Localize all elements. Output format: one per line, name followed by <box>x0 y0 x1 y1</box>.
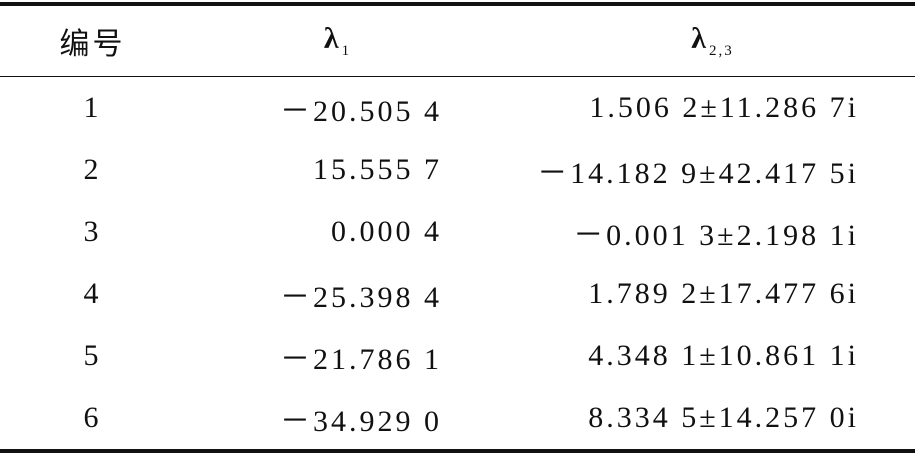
table-row: 3 0.000 4 －0.001 3±2.198 1i <box>0 201 915 263</box>
table-cell: －25.398 4 <box>280 281 442 314</box>
table-row: 5 －21.786 1 4.348 1±10.861 1i <box>0 325 915 387</box>
table-cell: －20.505 4 <box>280 95 442 128</box>
table-cell: 6 <box>83 401 102 434</box>
header-symbol: 编号 <box>59 28 126 61</box>
table-cell: 0.000 4 <box>331 215 442 248</box>
table-cell: 4.348 1±10.861 1i <box>588 339 859 372</box>
table-cell: 15.555 7 <box>313 153 442 186</box>
header-subscript: 2,3 <box>709 43 734 59</box>
table-cell: 2 <box>83 153 102 186</box>
table-cell: 1.506 2±11.286 7i <box>589 91 859 124</box>
table-body: 1 －20.505 4 1.506 2±11.286 7i 2 15.555 7 －14.… <box>0 77 915 452</box>
header-cell: λ2,3 <box>450 4 915 77</box>
header-cell: 编号 <box>0 4 185 77</box>
header-subscript: 1 <box>341 43 352 59</box>
table-cell: －0.001 3±2.198 1i <box>573 219 859 252</box>
header-row: 编号 λ1 λ2,3 <box>0 4 915 77</box>
table-cell: 8.334 5±14.257 0i <box>588 401 859 434</box>
table-cell: －34.929 0 <box>280 405 442 438</box>
table-cell: 1 <box>83 91 102 124</box>
header-cell: λ1 <box>185 4 450 77</box>
table-cell: 5 <box>83 339 102 372</box>
table-cell: －14.182 9±42.417 5i <box>537 157 859 190</box>
header-symbol: λ <box>323 22 342 55</box>
table-cell: 1.789 2±17.477 6i <box>588 277 859 310</box>
table-row: 4 －25.398 4 1.789 2±17.477 6i <box>0 263 915 325</box>
header-symbol: λ <box>691 22 709 55</box>
table-row: 2 15.555 7 －14.182 9±42.417 5i <box>0 139 915 201</box>
table-row: 1 －20.505 4 1.506 2±11.286 7i <box>0 77 915 140</box>
table-cell: －21.786 1 <box>280 343 442 376</box>
table-cell: 3 <box>83 215 102 248</box>
table-cell: 4 <box>83 277 102 310</box>
table-header: 编号 λ1 λ2,3 <box>0 4 915 77</box>
table-row: 6 －34.929 0 8.334 5±14.257 0i <box>0 387 915 451</box>
